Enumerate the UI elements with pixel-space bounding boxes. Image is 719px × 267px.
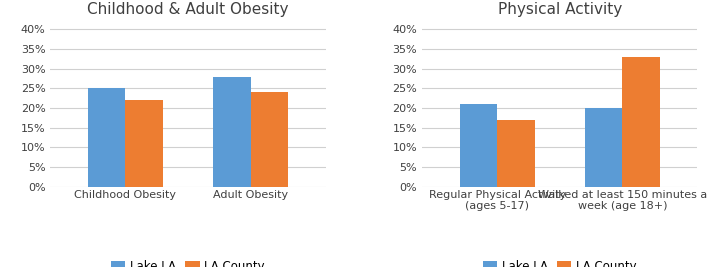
Title: Physical Activity: Physical Activity [498,2,622,17]
Bar [125,100,163,187]
Bar [213,77,251,187]
Bar [88,88,125,187]
Bar [459,104,497,187]
Legend: Lake LA, LA County: Lake LA, LA County [106,256,270,267]
Bar [623,57,660,187]
Legend: Lake LA, LA County: Lake LA, LA County [478,256,641,267]
Title: Childhood & Adult Obesity: Childhood & Adult Obesity [87,2,289,17]
Bar [251,92,288,187]
Bar [497,120,535,187]
Bar [585,108,623,187]
